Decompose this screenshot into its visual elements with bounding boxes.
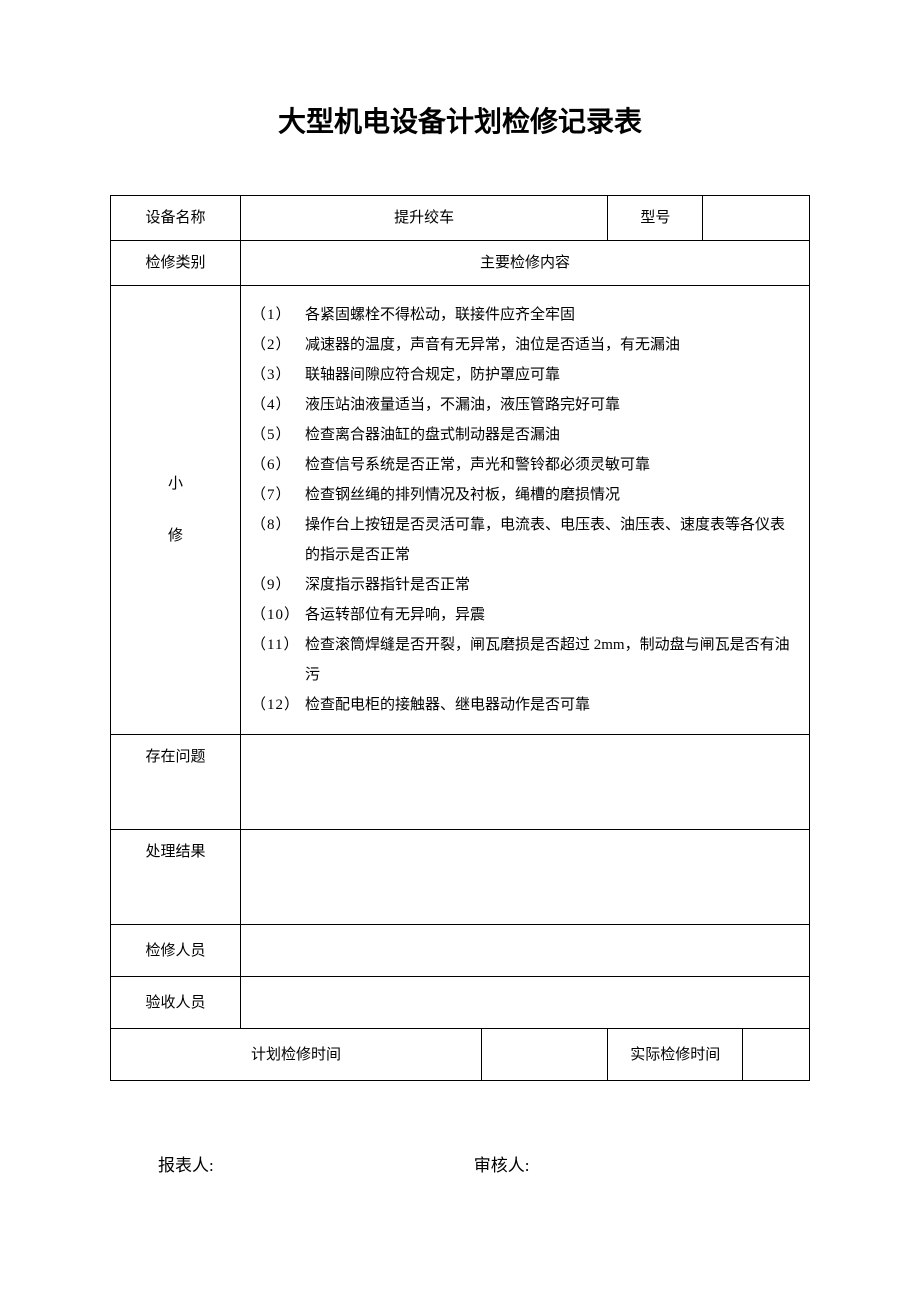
item-text: 深度指示器指针是否正常 [305,570,799,600]
list-item: （6）检查信号系统是否正常，声光和警铃都必须灵敏可靠 [247,450,799,480]
page-title: 大型机电设备计划检修记录表 [110,100,810,140]
item-text: 各紧固螺栓不得松动，联接件应齐全牢固 [305,300,799,330]
list-item: （8）操作台上按钮是否灵活可靠，电流表、电压表、油压表、速度表等各仪表的指示是否… [247,510,799,570]
plan-time-value [482,1029,608,1081]
item-num: （3） [249,360,305,390]
item-text: 检查钢丝绳的排列情况及衬板，绳槽的磨损情况 [305,480,799,510]
table-row: 验收人员 [111,977,810,1029]
list-item: （2）减速器的温度，声音有无异常，油位是否适当，有无漏油 [247,330,799,360]
item-num: （4） [249,390,305,420]
table-row: 小 修 （1）各紧固螺栓不得松动，联接件应齐全牢固 （2）减速器的温度，声音有无… [111,286,810,735]
category-line2: 修 [117,510,234,563]
problems-label: 存在问题 [111,735,241,830]
reporter-label: 报表人: [158,1151,214,1176]
item-text: 操作台上按钮是否灵活可靠，电流表、电压表、油压表、速度表等各仪表的指示是否正常 [305,510,799,570]
problems-value [241,735,810,830]
item-num: （8） [249,510,305,570]
table-row: 存在问题 [111,735,810,830]
list-item: （4）液压站油液量适当，不漏油，液压管路完好可靠 [247,390,799,420]
table-row: 检修类别 主要检修内容 [111,241,810,286]
list-item: （7）检查钢丝绳的排列情况及衬板，绳槽的磨损情况 [247,480,799,510]
item-text: 液压站油液量适当，不漏油，液压管路完好可靠 [305,390,799,420]
item-text: 减速器的温度，声音有无异常，油位是否适当，有无漏油 [305,330,799,360]
content-items-cell: （1）各紧固螺栓不得松动，联接件应齐全牢固 （2）减速器的温度，声音有无异常，油… [241,286,810,735]
table-row: 检修人员 [111,925,810,977]
model-label: 型号 [608,196,703,241]
item-num: （1） [249,300,305,330]
item-text: 检查滚筒焊缝是否开裂，闸瓦磨损是否超过 2mm，制动盘与闸瓦是否有油污 [305,630,799,690]
model-value [703,196,810,241]
staff-value [241,925,810,977]
device-name-value: 提升绞车 [241,196,608,241]
footer-signatures: 报表人: 审核人: [110,1151,810,1176]
inspection-item-list: （1）各紧固螺栓不得松动，联接件应齐全牢固 （2）减速器的温度，声音有无异常，油… [247,300,799,720]
list-item: （12）检查配电柜的接触器、继电器动作是否可靠 [247,690,799,720]
main-content-header: 主要检修内容 [241,241,810,286]
table-row: 设备名称 提升绞车 型号 [111,196,810,241]
actual-time-value [743,1029,810,1081]
item-num: （2） [249,330,305,360]
item-num: （12） [249,690,305,720]
list-item: （5）检查离合器油缸的盘式制动器是否漏油 [247,420,799,450]
list-item: （9）深度指示器指针是否正常 [247,570,799,600]
device-name-label: 设备名称 [111,196,241,241]
result-value [241,830,810,925]
item-text: 检查信号系统是否正常，声光和警铃都必须灵敏可靠 [305,450,799,480]
list-item: （10）各运转部位有无异响，异震 [247,600,799,630]
list-item: （1）各紧固螺栓不得松动，联接件应齐全牢固 [247,300,799,330]
item-num: （5） [249,420,305,450]
category-value: 小 修 [111,286,241,735]
category-label: 检修类别 [111,241,241,286]
item-num: （9） [249,570,305,600]
inspector-value [241,977,810,1029]
maintenance-record-table: 设备名称 提升绞车 型号 检修类别 主要检修内容 小 修 （1）各紧固螺栓不得松… [110,195,810,1081]
item-text: 联轴器间隙应符合规定，防护罩应可靠 [305,360,799,390]
category-line1: 小 [117,458,234,511]
item-num: （11） [249,630,305,690]
auditor-label: 审核人: [474,1151,530,1176]
list-item: （3）联轴器间隙应符合规定，防护罩应可靠 [247,360,799,390]
item-num: （6） [249,450,305,480]
list-item: （11）检查滚筒焊缝是否开裂，闸瓦磨损是否超过 2mm，制动盘与闸瓦是否有油污 [247,630,799,690]
item-num: （7） [249,480,305,510]
plan-time-label: 计划检修时间 [111,1029,482,1081]
item-num: （10） [249,600,305,630]
item-text: 各运转部位有无异响，异震 [305,600,799,630]
table-row: 处理结果 [111,830,810,925]
actual-time-label: 实际检修时间 [608,1029,743,1081]
staff-label: 检修人员 [111,925,241,977]
result-label: 处理结果 [111,830,241,925]
item-text: 检查离合器油缸的盘式制动器是否漏油 [305,420,799,450]
item-text: 检查配电柜的接触器、继电器动作是否可靠 [305,690,799,720]
inspector-label: 验收人员 [111,977,241,1029]
table-row: 计划检修时间 实际检修时间 [111,1029,810,1081]
